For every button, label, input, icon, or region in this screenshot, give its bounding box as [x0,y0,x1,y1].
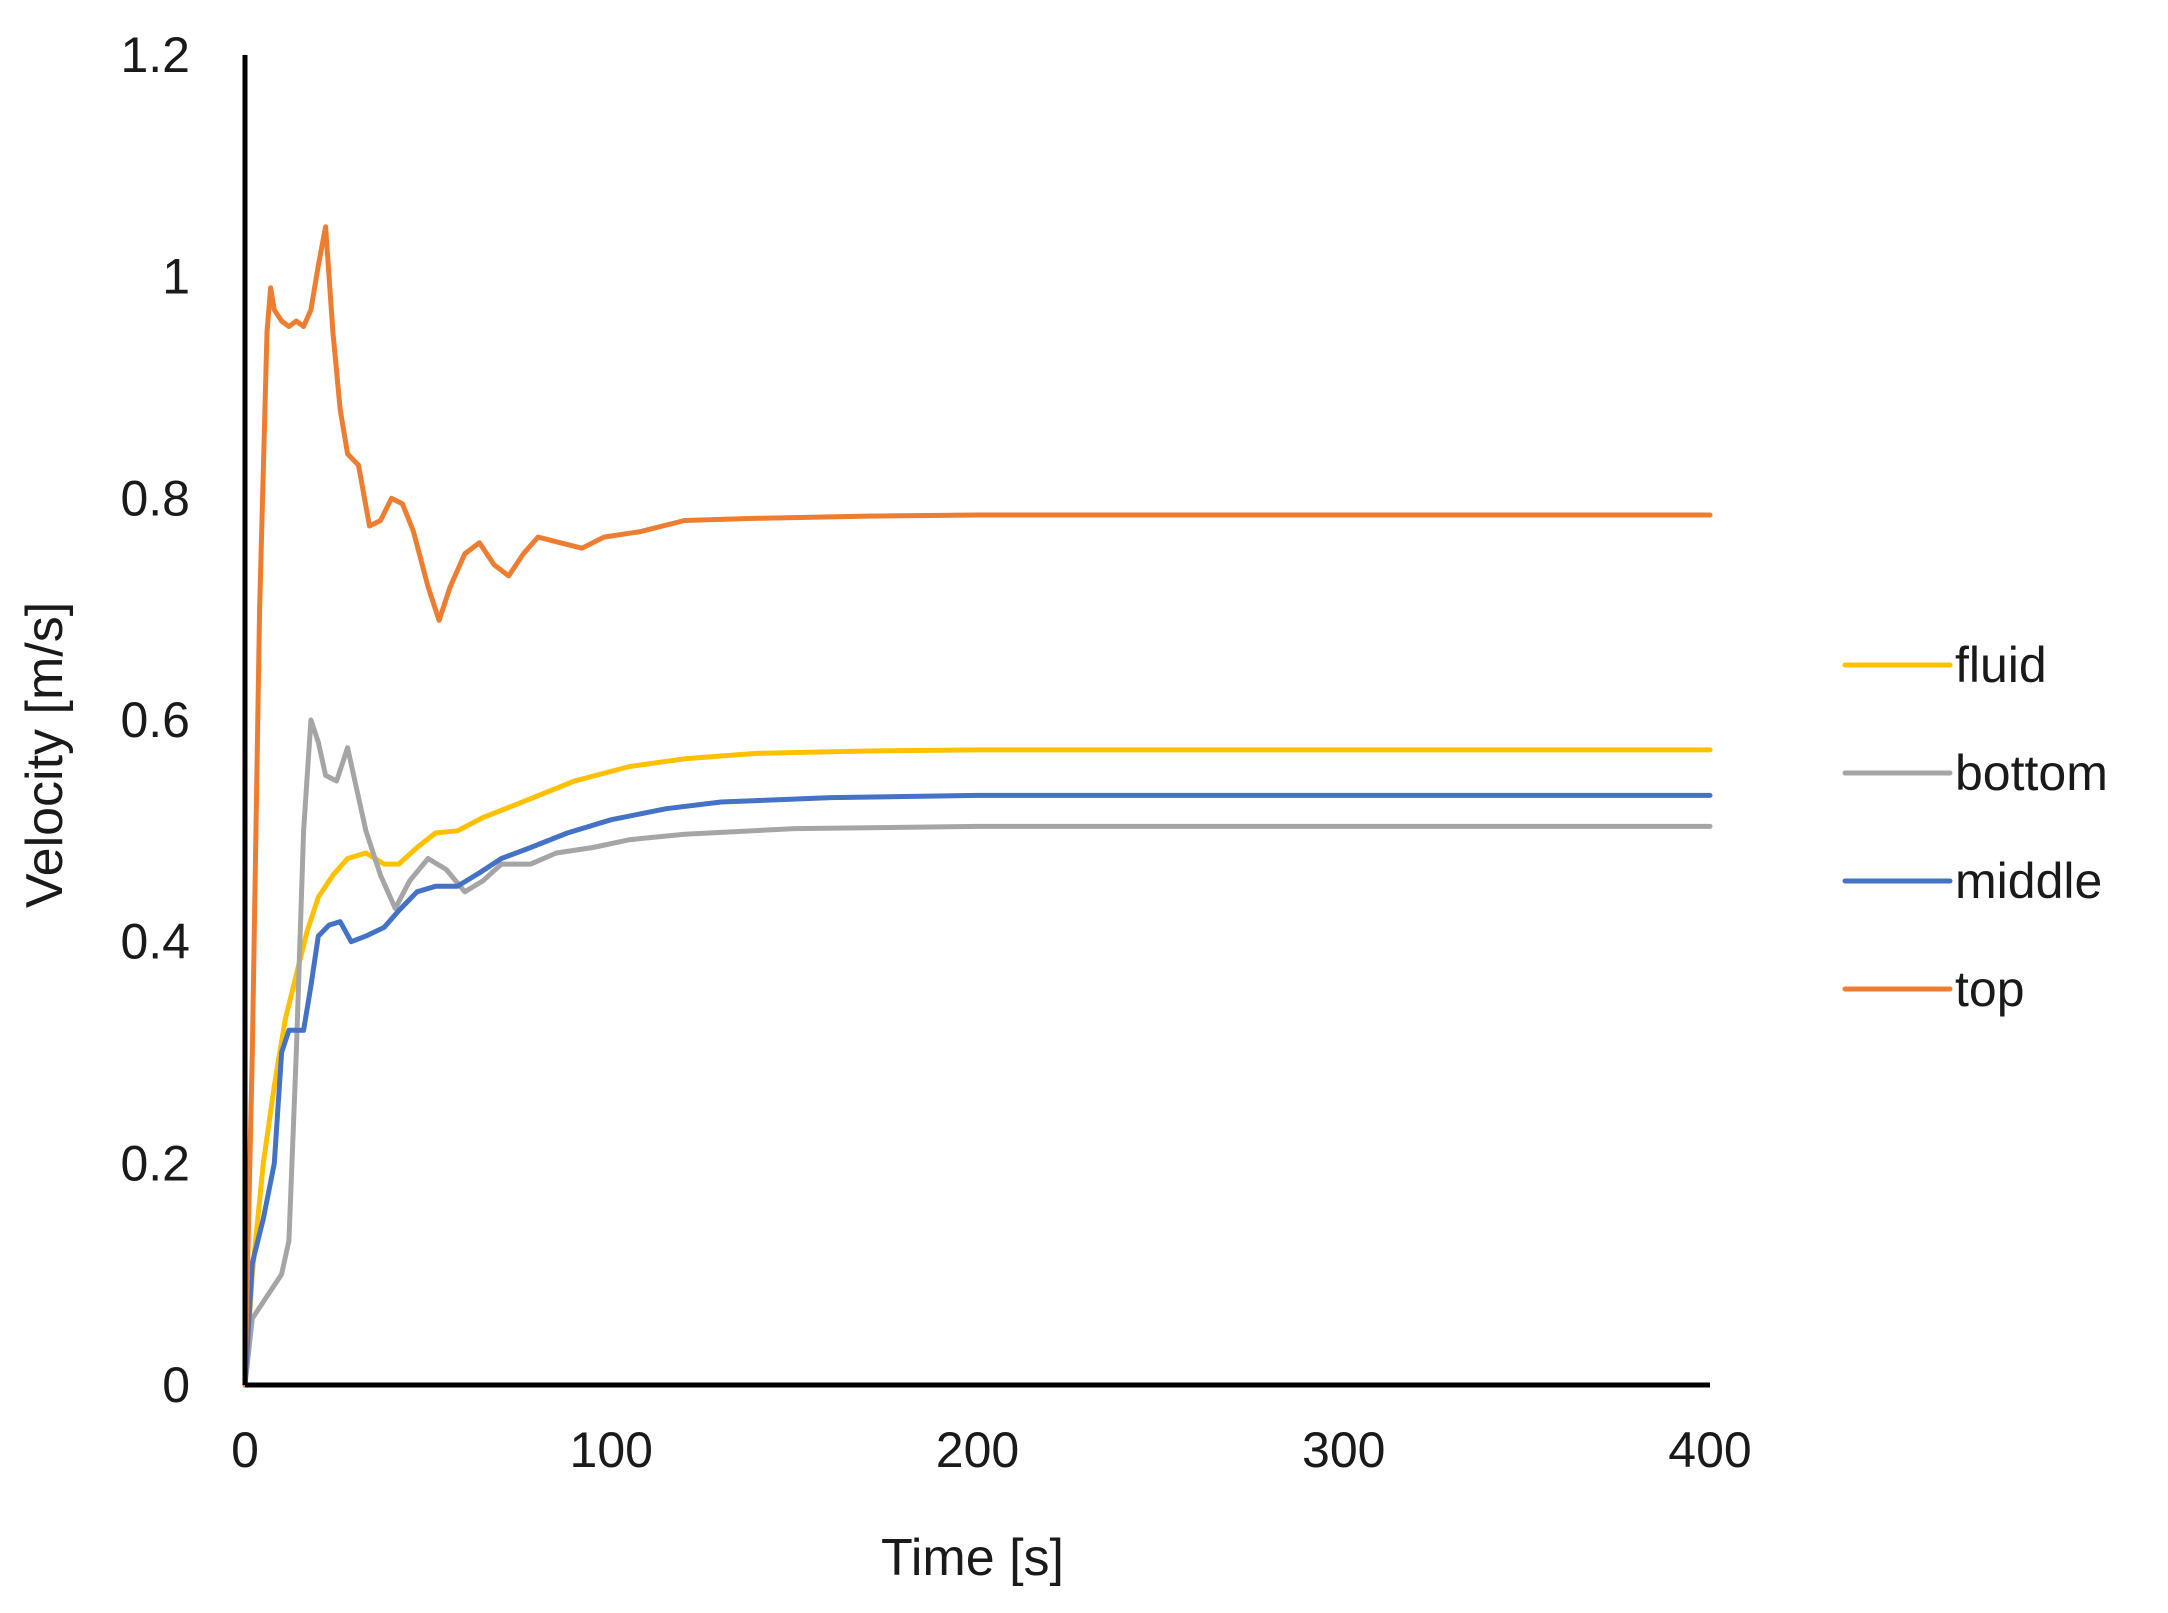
series-line-middle [242,792,1713,1388]
legend-item-top: top [1842,961,2025,1017]
x-tick-label: 400 [1668,1422,1751,1478]
legend-item-middle: middle [1842,853,2102,909]
series-layer [242,224,1713,1388]
axes-layer [242,55,1710,1388]
y-tick-label: 0.8 [120,470,190,526]
legend-label: middle [1955,853,2102,909]
legend-item-fluid: fluid [1842,637,2047,693]
tick-labels: 0 0.2 0.4 0.6 0.8 1 1.2 0 100 200 300 400 [120,27,1751,1478]
legend: fluid bottom middle top [1842,637,2108,1017]
y-axis-title: Velocity [m/s] [16,602,74,908]
x-tick-label: 100 [570,1422,653,1478]
legend-label: bottom [1955,745,2108,801]
y-tick-label: 0.6 [120,692,190,748]
y-tick-label: 1.2 [120,27,190,83]
legend-label: fluid [1955,637,2047,693]
y-tick-label: 0 [162,1357,190,1413]
y-tick-label: 0.2 [120,1135,190,1191]
legend-label: top [1955,961,2025,1017]
x-tick-label: 300 [1302,1422,1385,1478]
x-tick-label: 200 [936,1422,1019,1478]
legend-item-bottom: bottom [1842,745,2108,801]
y-tick-label: 1 [162,249,190,305]
y-tick-label: 0.4 [120,914,190,970]
x-axis-title: Time [s] [881,1529,1064,1587]
series-line-bottom [242,717,1713,1388]
x-tick-label: 0 [231,1422,259,1478]
series-line-fluid [242,747,1713,1388]
series-line-top [242,224,1713,1388]
